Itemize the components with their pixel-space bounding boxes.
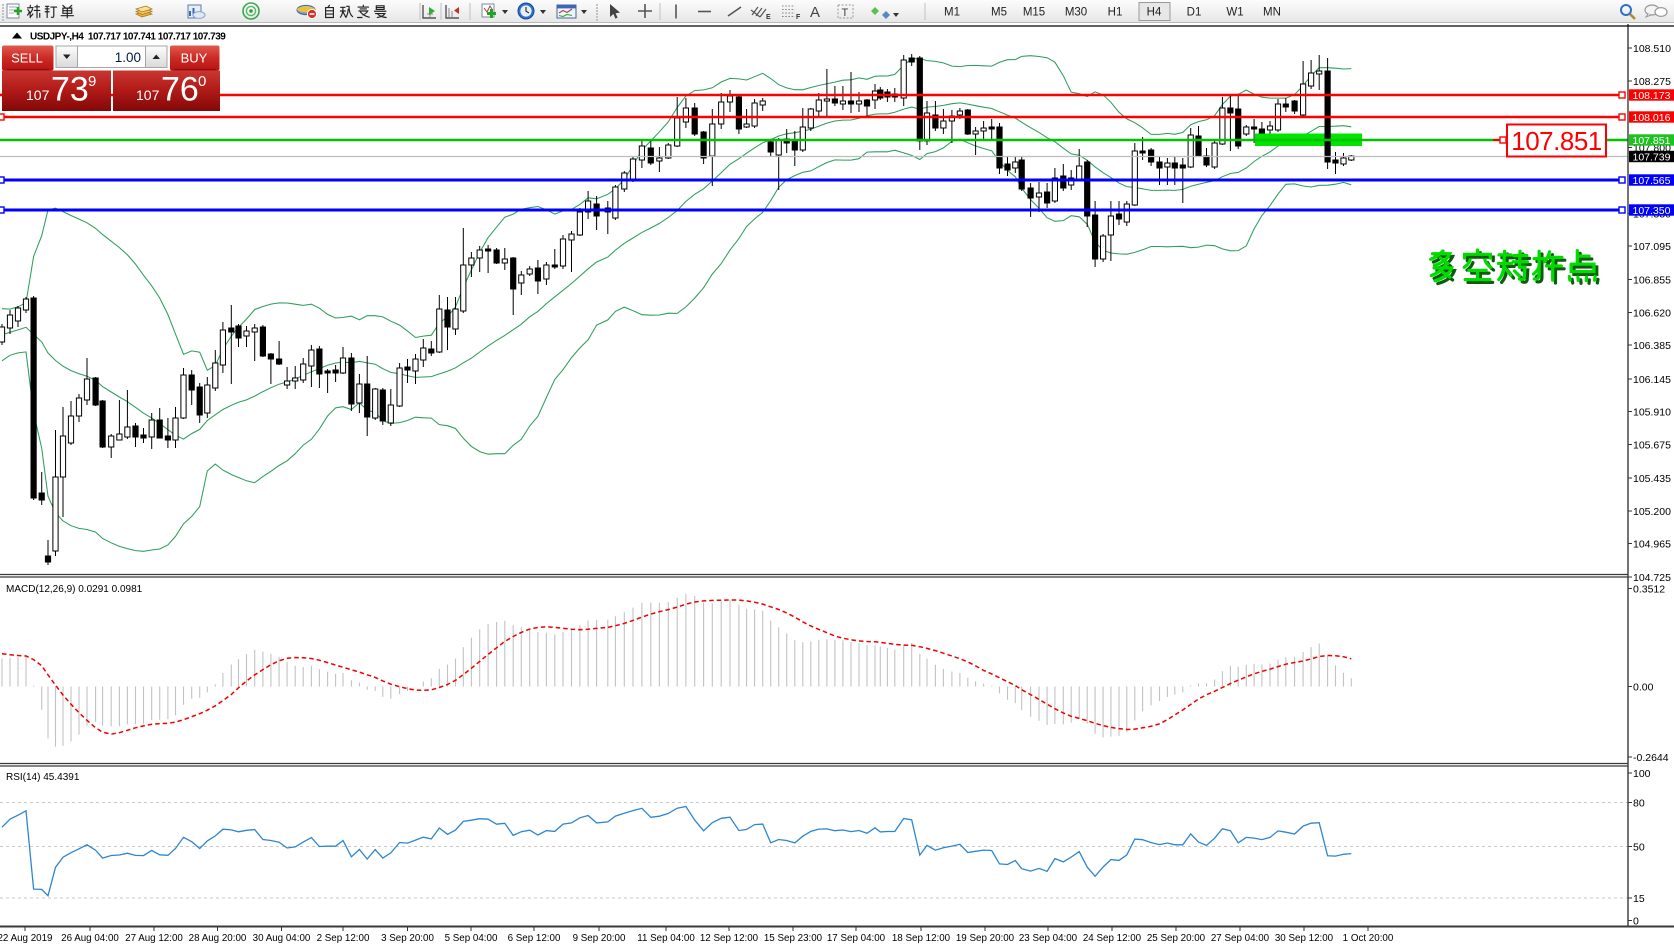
svg-text:H4: H4 <box>1147 7 1162 19</box>
svg-text:USDJPY-,H4 107.717 107.741 10: USDJPY-,H4 107.717 107.741 107.717 107.7… <box>30 32 226 43</box>
svg-text:5 Sep 04:00: 5 Sep 04:00 <box>445 933 498 944</box>
svg-text:M5: M5 <box>991 7 1007 19</box>
svg-text:H1: H1 <box>1108 7 1123 19</box>
svg-text:D1: D1 <box>1187 7 1202 19</box>
svg-text:BUY: BUY <box>181 51 208 66</box>
svg-text:76: 76 <box>161 71 199 109</box>
svg-text:106.620: 106.620 <box>1633 307 1671 319</box>
svg-text:-0.2644: -0.2644 <box>1633 752 1669 764</box>
svg-text:107.565: 107.565 <box>1633 175 1671 187</box>
svg-text:A: A <box>810 4 820 21</box>
svg-text:T: T <box>842 7 849 19</box>
svg-text:MN: MN <box>1263 7 1281 19</box>
svg-text:E: E <box>766 14 771 21</box>
svg-text:73: 73 <box>51 71 89 109</box>
svg-text:26 Aug 04:00: 26 Aug 04:00 <box>61 933 119 944</box>
svg-text:106.145: 106.145 <box>1633 374 1671 386</box>
svg-text:24 Sep 12:00: 24 Sep 12:00 <box>1083 933 1142 944</box>
svg-text:1 Oct 20:00: 1 Oct 20:00 <box>1343 933 1394 944</box>
svg-text:M30: M30 <box>1065 7 1087 19</box>
svg-text:18 Sep 12:00: 18 Sep 12:00 <box>892 933 951 944</box>
svg-text:30 Sep 12:00: 30 Sep 12:00 <box>1275 933 1334 944</box>
svg-text:100: 100 <box>1633 768 1651 780</box>
svg-text:12 Sep 12:00: 12 Sep 12:00 <box>700 933 759 944</box>
svg-text:105.435: 105.435 <box>1633 473 1671 485</box>
svg-text:80: 80 <box>1633 797 1645 809</box>
svg-text:107.095: 107.095 <box>1633 241 1671 253</box>
svg-text:106.385: 106.385 <box>1633 340 1671 352</box>
svg-text:17 Sep 04:00: 17 Sep 04:00 <box>827 933 886 944</box>
svg-text:19 Sep 20:00: 19 Sep 20:00 <box>956 933 1015 944</box>
svg-text:28 Aug 20:00: 28 Aug 20:00 <box>189 933 247 944</box>
svg-text:11 Sep 04:00: 11 Sep 04:00 <box>637 933 695 944</box>
svg-text:107.739: 107.739 <box>1633 151 1671 163</box>
svg-text:108.510: 108.510 <box>1633 43 1671 55</box>
svg-text:30 Aug 04:00: 30 Aug 04:00 <box>253 933 311 944</box>
svg-text:15 Sep 23:00: 15 Sep 23:00 <box>764 933 823 944</box>
svg-text:108.275: 108.275 <box>1633 76 1671 88</box>
svg-text:50: 50 <box>1633 841 1645 853</box>
svg-text:W1: W1 <box>1226 7 1243 19</box>
svg-text:105.675: 105.675 <box>1633 439 1671 451</box>
svg-text:106.855: 106.855 <box>1633 274 1671 286</box>
svg-text:0: 0 <box>198 73 206 90</box>
svg-text:0.3512: 0.3512 <box>1633 583 1665 595</box>
svg-text:M1: M1 <box>944 7 960 19</box>
svg-text:0: 0 <box>1633 915 1639 927</box>
svg-text:22 Aug 2019: 22 Aug 2019 <box>0 933 53 944</box>
svg-text:107.851: 107.851 <box>1511 126 1602 156</box>
svg-text:F: F <box>796 14 801 21</box>
svg-text:1.00: 1.00 <box>115 50 141 65</box>
svg-text:105.910: 105.910 <box>1633 406 1671 418</box>
svg-text:105.200: 105.200 <box>1633 506 1671 518</box>
svg-text:RSI(14) 45.4391: RSI(14) 45.4391 <box>6 772 80 783</box>
svg-text:3 Sep 20:00: 3 Sep 20:00 <box>381 933 434 944</box>
svg-text:27 Aug 12:00: 27 Aug 12:00 <box>125 933 183 944</box>
svg-text:107.350: 107.350 <box>1633 205 1671 217</box>
svg-text:15: 15 <box>1633 893 1645 905</box>
svg-text:0.00: 0.00 <box>1633 681 1654 693</box>
svg-text:SELL: SELL <box>11 51 43 66</box>
svg-text:9 Sep 20:00: 9 Sep 20:00 <box>573 933 626 944</box>
svg-text:104.965: 104.965 <box>1633 538 1671 550</box>
svg-text:27 Sep 04:00: 27 Sep 04:00 <box>1211 933 1270 944</box>
svg-text:107: 107 <box>26 87 50 103</box>
svg-text:23 Sep 04:00: 23 Sep 04:00 <box>1019 933 1078 944</box>
svg-text:6 Sep 12:00: 6 Sep 12:00 <box>508 933 561 944</box>
svg-text:2 Sep 12:00: 2 Sep 12:00 <box>317 933 370 944</box>
svg-text:107.851: 107.851 <box>1633 135 1671 147</box>
svg-text:9: 9 <box>88 73 96 90</box>
svg-text:25 Sep 20:00: 25 Sep 20:00 <box>1147 933 1206 944</box>
svg-text:108.016: 108.016 <box>1633 112 1671 124</box>
svg-text:107: 107 <box>136 87 160 103</box>
svg-text:MACD(12,26,9) 0.0291 0.0981: MACD(12,26,9) 0.0291 0.0981 <box>6 584 143 595</box>
svg-text:108.173: 108.173 <box>1633 90 1671 102</box>
svg-text:M15: M15 <box>1023 7 1045 19</box>
svg-text:104.725: 104.725 <box>1633 572 1671 584</box>
